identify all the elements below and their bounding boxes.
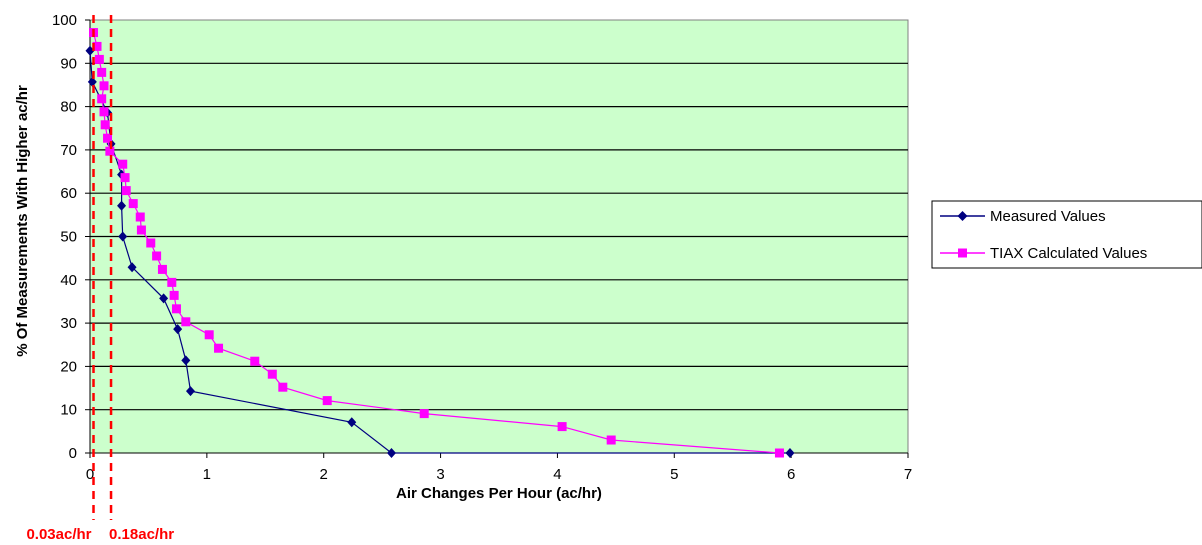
data-point bbox=[118, 231, 128, 242]
tick-labels: 0 10 20 30 40 50 60 70 80 90 100 0 1 2 3 4 5 6 7 bbox=[52, 12, 912, 483]
data-point bbox=[159, 293, 169, 304]
data-point bbox=[171, 304, 181, 314]
legend-box bbox=[931, 200, 1202, 269]
data-point bbox=[100, 120, 110, 130]
data-point bbox=[386, 448, 396, 458]
data-point bbox=[606, 435, 616, 445]
data-point bbox=[97, 94, 107, 104]
data-point bbox=[250, 356, 260, 366]
data-point bbox=[121, 186, 131, 196]
data-point bbox=[167, 277, 177, 287]
data-point bbox=[87, 76, 97, 87]
x-tick-label: 3 bbox=[436, 466, 444, 483]
legend-label-measured: Measured Values bbox=[990, 208, 1106, 225]
reference-lines: 0.03ac/hr 0.18ac/hr bbox=[26, 15, 174, 543]
data-point bbox=[103, 133, 113, 143]
y-tick-label: 20 bbox=[60, 358, 77, 375]
x-tick-label: 2 bbox=[320, 466, 328, 483]
y-tick-label: 90 bbox=[60, 55, 77, 72]
data-point bbox=[278, 382, 288, 392]
data-point bbox=[181, 355, 191, 366]
x-tick-label: 0 bbox=[86, 466, 94, 483]
y-tick-label: 100 bbox=[52, 12, 77, 29]
x-tick-label: 1 bbox=[203, 466, 211, 483]
data-point bbox=[94, 54, 104, 64]
y-tick-label: 80 bbox=[60, 99, 77, 116]
data-point bbox=[92, 41, 102, 51]
data-point bbox=[120, 173, 130, 183]
data-point bbox=[785, 448, 795, 458]
y-tick-label: 0 bbox=[69, 445, 77, 462]
data-point bbox=[146, 238, 156, 248]
y-tick-label: 60 bbox=[60, 185, 77, 202]
x-tick-label: 5 bbox=[670, 466, 678, 483]
data-point bbox=[267, 369, 277, 379]
legend-marker-tiax bbox=[958, 248, 967, 258]
x-tick-label: 7 bbox=[904, 466, 912, 483]
data-point bbox=[127, 262, 137, 273]
data-point bbox=[99, 107, 109, 117]
y-tick-label: 70 bbox=[60, 142, 77, 159]
data-point bbox=[105, 146, 115, 156]
data-point bbox=[214, 343, 224, 353]
x-axis-title: Air Changes Per Hour (ac/hr) bbox=[396, 485, 602, 502]
reference-label-1: 0.18ac/hr bbox=[109, 526, 174, 543]
data-point bbox=[347, 417, 357, 428]
legend-marker-measured bbox=[957, 211, 968, 221]
reference-label-0: 0.03ac/hr bbox=[26, 526, 91, 543]
data-point bbox=[117, 200, 127, 211]
data-point bbox=[169, 290, 179, 300]
y-tick-label: 30 bbox=[60, 315, 77, 332]
data-point bbox=[185, 386, 195, 397]
data-point bbox=[136, 225, 146, 235]
data-point bbox=[419, 409, 429, 419]
data-point bbox=[85, 45, 95, 56]
y-tick-label: 10 bbox=[60, 402, 77, 419]
data-point bbox=[118, 159, 128, 169]
data-point bbox=[97, 67, 107, 77]
data-point bbox=[204, 330, 214, 340]
legend-label-tiax: TIAX Calculated Values bbox=[990, 245, 1147, 262]
data-point bbox=[557, 422, 567, 432]
data-point bbox=[173, 324, 183, 335]
data-point bbox=[181, 317, 191, 327]
y-axis-title: % Of Measurements With Higher ac/hr bbox=[14, 85, 31, 357]
y-tick-label: 40 bbox=[60, 272, 77, 289]
data-point bbox=[322, 396, 332, 406]
y-tick-label: 50 bbox=[60, 229, 77, 246]
legend: Measured Values TIAX Calculated Values bbox=[931, 200, 1202, 269]
gridlines bbox=[90, 62, 908, 411]
data-point bbox=[135, 212, 145, 222]
data-point bbox=[774, 448, 784, 458]
x-tick-label: 6 bbox=[787, 466, 795, 483]
x-tick-label: 4 bbox=[553, 466, 561, 483]
data-point bbox=[157, 264, 167, 274]
data-point bbox=[152, 251, 162, 261]
data-point bbox=[128, 199, 138, 209]
data-point bbox=[99, 81, 109, 91]
